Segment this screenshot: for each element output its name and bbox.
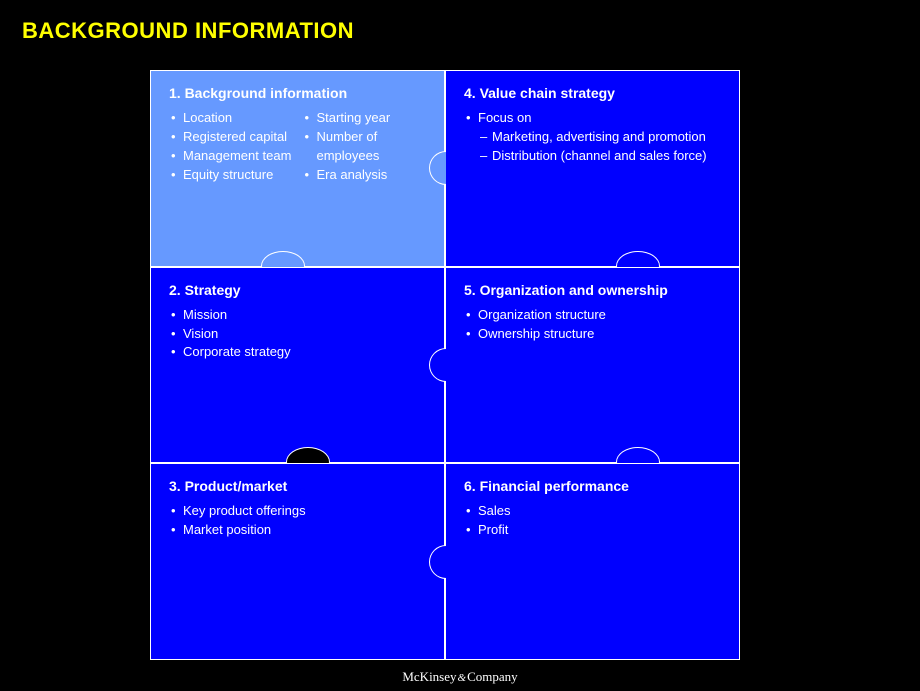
list-item: Key product offerings: [169, 502, 426, 521]
list-item: Starting year: [303, 109, 427, 128]
list-item: Number of employees: [303, 128, 427, 166]
piece-body: Organization structure Ownership structu…: [464, 306, 721, 344]
piece-title: 1. Background information: [169, 85, 426, 101]
list-item: Registered capital: [169, 128, 293, 147]
slide-title: BACKGROUND INFORMATION: [0, 0, 920, 44]
list-item: Focus on Marketing, advertising and prom…: [464, 109, 721, 166]
ampersand-icon: &: [457, 672, 468, 684]
sub-list-item: Marketing, advertising and promotion: [478, 128, 721, 147]
brand-text: McKinsey: [402, 669, 456, 684]
piece-body: Sales Profit: [464, 502, 721, 540]
list-item: Corporate strategy: [169, 343, 426, 362]
list-item: Market position: [169, 521, 426, 540]
list-item: Profit: [464, 521, 721, 540]
piece-body: Key product offerings Market position: [169, 502, 426, 540]
piece-body: Focus on Marketing, advertising and prom…: [464, 109, 721, 166]
piece-organization: 5. Organization and ownership Organizati…: [445, 267, 740, 464]
list-item: Mission: [169, 306, 426, 325]
piece-product-market: 3. Product/market Key product offerings …: [150, 463, 445, 660]
piece-background-info: 1. Background information Location Regis…: [150, 70, 445, 267]
puzzle-tab-icon: [429, 348, 463, 382]
list-item: Management team: [169, 147, 293, 166]
piece-title: 4. Value chain strategy: [464, 85, 721, 101]
piece-body: Location Registered capital Management t…: [169, 109, 426, 184]
piece-title: 3. Product/market: [169, 478, 426, 494]
puzzle-tab-icon: [429, 545, 463, 579]
list-item: Era analysis: [303, 166, 427, 185]
list-item: Vision: [169, 325, 426, 344]
sub-list-item: Distribution (channel and sales force): [478, 147, 721, 166]
piece-value-chain: 4. Value chain strategy Focus on Marketi…: [445, 70, 740, 267]
puzzle-tab-icon: [429, 151, 463, 185]
brand-text: Company: [467, 669, 518, 684]
piece-financial: 6. Financial performance Sales Profit: [445, 463, 740, 660]
list-item: Equity structure: [169, 166, 293, 185]
piece-body: Mission Vision Corporate strategy: [169, 306, 426, 363]
footer-brand: McKinsey&Company: [402, 669, 517, 685]
list-item: Organization structure: [464, 306, 721, 325]
piece-title: 2. Strategy: [169, 282, 426, 298]
piece-title: 5. Organization and ownership: [464, 282, 721, 298]
list-item: Sales: [464, 502, 721, 521]
list-item-label: Focus on: [478, 110, 531, 125]
puzzle-grid: 1. Background information Location Regis…: [150, 70, 740, 660]
list-item: Ownership structure: [464, 325, 721, 344]
piece-title: 6. Financial performance: [464, 478, 721, 494]
list-item: Location: [169, 109, 293, 128]
piece-strategy: 2. Strategy Mission Vision Corporate str…: [150, 267, 445, 464]
